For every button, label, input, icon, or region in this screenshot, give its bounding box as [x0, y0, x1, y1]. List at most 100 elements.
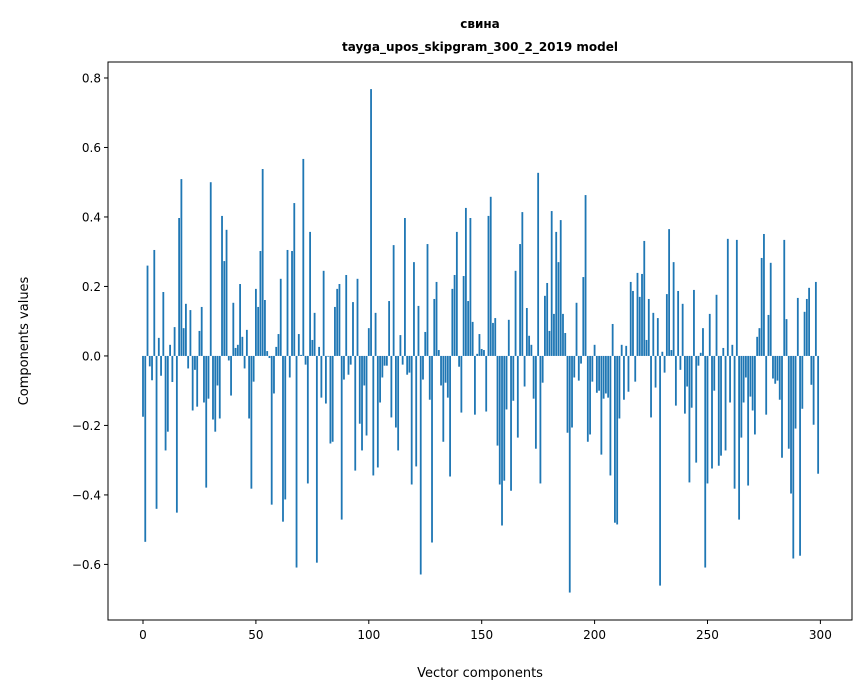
bar	[706, 355, 709, 484]
bar	[715, 294, 718, 356]
bar	[697, 355, 700, 366]
bar	[261, 169, 264, 356]
bar	[257, 306, 260, 356]
bar	[449, 355, 451, 477]
bar	[169, 344, 171, 356]
bar	[200, 306, 203, 356]
bar	[444, 355, 447, 383]
bar	[243, 355, 246, 369]
bar	[171, 355, 174, 382]
bar	[381, 355, 384, 378]
bar	[783, 239, 786, 356]
bar	[663, 355, 666, 373]
bar	[313, 312, 316, 356]
bar	[632, 290, 634, 356]
bar	[808, 287, 811, 356]
bars-group	[142, 89, 820, 593]
bar	[733, 355, 736, 489]
bar	[620, 344, 623, 356]
bar	[760, 257, 763, 356]
bar	[817, 355, 820, 474]
bar	[419, 355, 422, 575]
bar	[650, 355, 652, 418]
bar	[270, 355, 273, 505]
chart-subtitle: tayga_upos_skipgram_300_2_2019 model	[342, 40, 618, 55]
bar	[453, 274, 456, 356]
bar	[668, 229, 671, 356]
bar	[636, 272, 639, 356]
bar	[164, 355, 167, 451]
bar	[702, 328, 704, 356]
bar	[722, 347, 725, 356]
bar	[525, 307, 528, 356]
bar	[544, 295, 546, 356]
bar	[273, 355, 275, 394]
bar	[799, 355, 801, 556]
bar	[248, 355, 251, 419]
bar	[801, 355, 804, 409]
x-axis: 0 50 100 150 200 250 300	[139, 620, 832, 642]
bar	[530, 344, 533, 356]
bar	[155, 355, 158, 509]
y-tick-label: 0.8	[82, 71, 101, 85]
bar	[523, 355, 526, 387]
y-tick-label: −0.2	[72, 419, 101, 433]
bar	[144, 355, 147, 542]
bar	[738, 355, 741, 520]
bar	[521, 212, 524, 356]
bar	[277, 334, 280, 356]
bar	[749, 355, 752, 397]
bar	[537, 172, 540, 356]
bar	[401, 355, 404, 365]
bar	[404, 218, 406, 356]
bar	[602, 355, 605, 399]
bar	[787, 355, 790, 449]
bar	[464, 207, 467, 356]
bar	[151, 355, 153, 381]
bar	[690, 355, 693, 408]
bar	[582, 277, 585, 356]
y-tick-label: −0.4	[72, 488, 101, 502]
bar	[166, 355, 169, 432]
bar	[684, 355, 686, 414]
bar	[751, 355, 754, 411]
bar	[598, 355, 601, 391]
bar	[227, 355, 230, 361]
bar	[810, 355, 813, 385]
bar	[250, 355, 253, 489]
x-tick-label: 200	[583, 628, 606, 642]
bar	[399, 335, 402, 356]
bar	[198, 330, 201, 356]
bar	[383, 355, 386, 366]
bar	[162, 292, 165, 356]
bar	[589, 355, 591, 435]
bar	[455, 231, 458, 356]
bar	[331, 355, 334, 442]
bar	[485, 355, 488, 412]
bar	[659, 355, 661, 586]
bar	[223, 261, 226, 356]
bar	[458, 355, 461, 367]
bar	[492, 322, 494, 356]
bar	[735, 239, 738, 356]
bar	[634, 355, 637, 382]
bar	[754, 355, 756, 435]
bar	[670, 350, 673, 356]
bar	[512, 355, 515, 401]
bar	[693, 289, 695, 356]
bar	[600, 355, 603, 455]
bar	[324, 355, 327, 404]
bar	[379, 355, 381, 403]
bar	[591, 355, 594, 382]
bar	[239, 284, 241, 356]
x-tick-label: 150	[470, 628, 493, 642]
bar	[334, 306, 336, 356]
bar	[275, 346, 278, 356]
bar	[566, 355, 569, 433]
bar	[792, 355, 795, 559]
bar	[295, 355, 298, 568]
bar	[796, 297, 799, 356]
bar	[785, 319, 788, 356]
bar	[559, 220, 562, 356]
bar	[711, 355, 713, 469]
